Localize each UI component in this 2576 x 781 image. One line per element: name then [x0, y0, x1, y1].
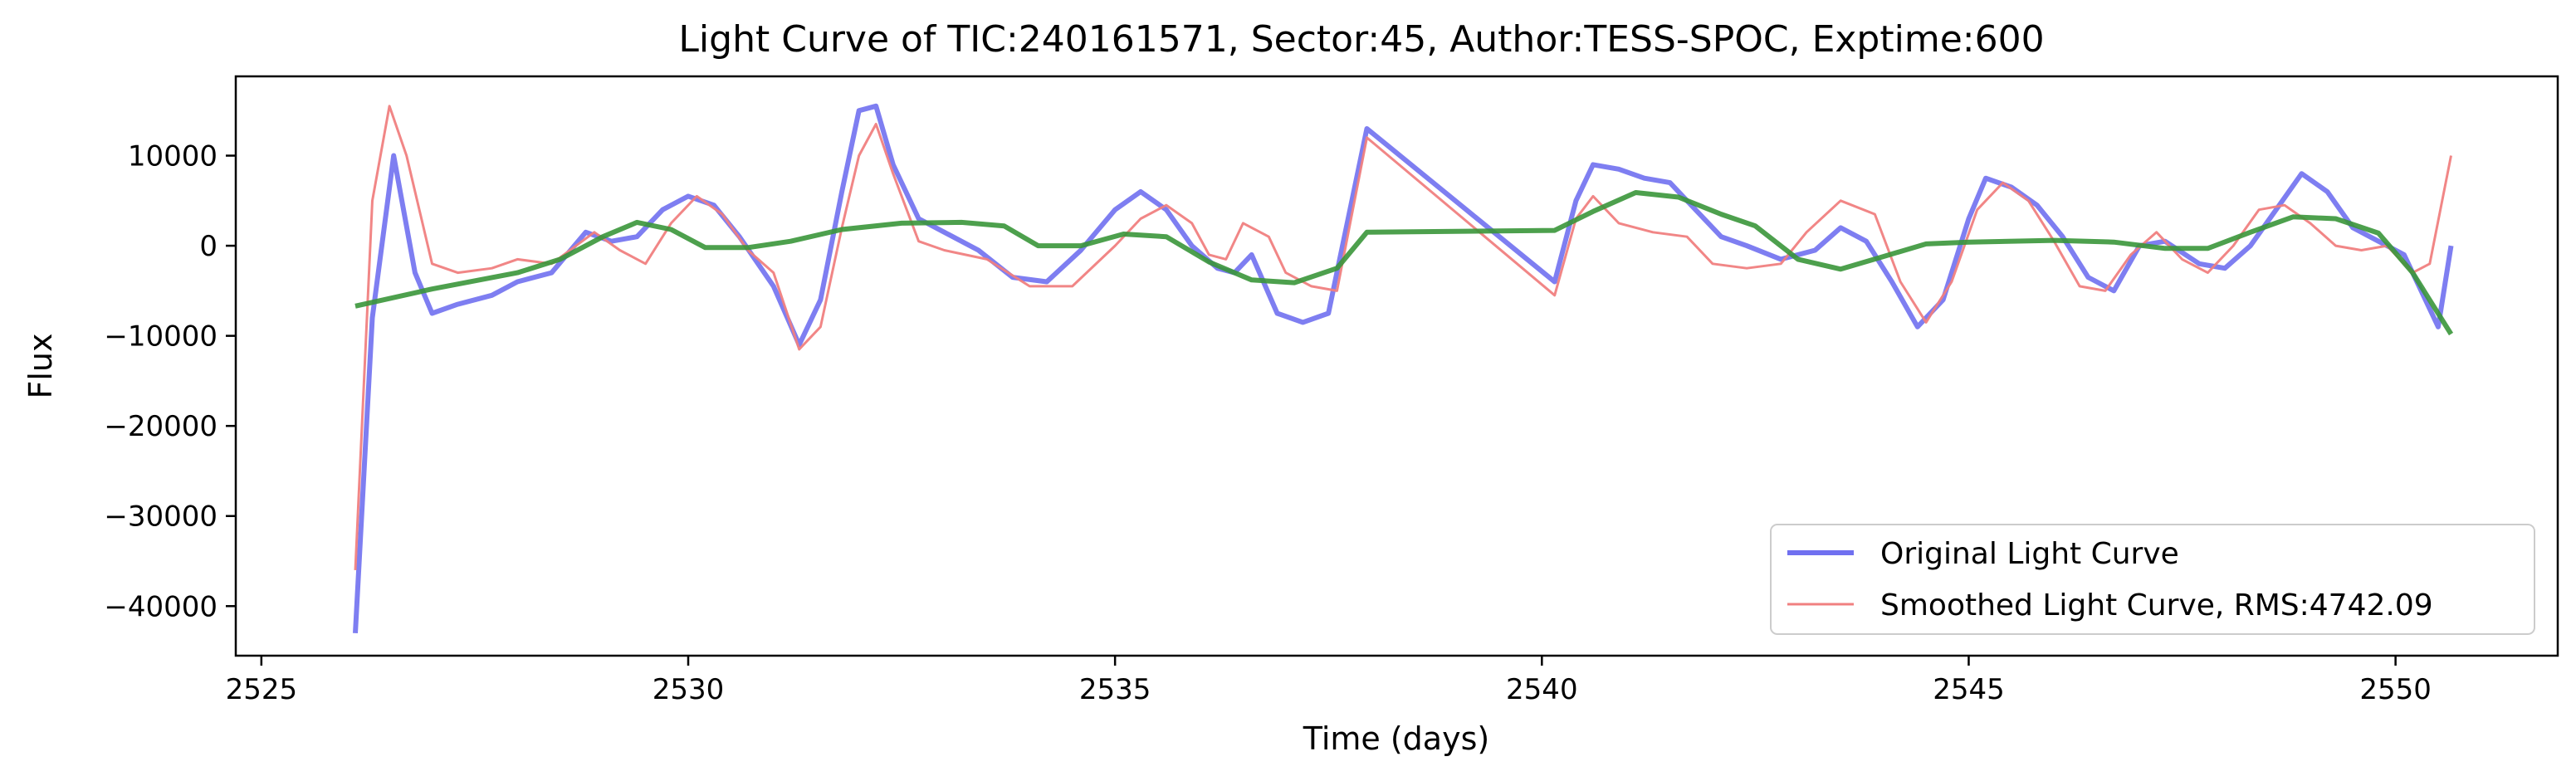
y-tick-label: −30000: [104, 500, 218, 534]
y-tick-label: 0: [199, 230, 218, 263]
x-tick-label: 2530: [653, 673, 725, 706]
y-tick-label: −20000: [104, 410, 218, 443]
y-axis: 10000 0 −10000 −20000 −30000 −40000: [104, 140, 236, 623]
y-tick-label: −10000: [104, 320, 218, 354]
trend-line: [354, 190, 2454, 336]
x-tick-label: 2550: [2359, 673, 2432, 706]
series-layer: [353, 103, 2454, 634]
x-tick-label: 2535: [1079, 673, 1151, 706]
legend-label-smoothed: Smoothed Light Curve, RMS:4742.09: [1880, 588, 2433, 622]
x-axis: 2525 2530 2535 2540 2545 2550: [226, 656, 2432, 706]
x-tick-label: 2545: [1933, 673, 2005, 706]
axes-frame: [234, 75, 2559, 657]
y-tick-label: 10000: [128, 140, 218, 173]
x-axis-label: Time (days): [1303, 720, 1489, 757]
y-axis-label: Flux: [22, 334, 59, 399]
plot-area: [234, 75, 2559, 657]
smoothed-light-curve-line: [354, 105, 2452, 570]
x-tick-label: 2540: [1506, 673, 1578, 706]
x-tick-label: 2525: [226, 673, 298, 706]
legend: Original Light Curve Smoothed Light Curv…: [1770, 524, 2535, 635]
y-tick-label: −40000: [104, 590, 218, 623]
legend-label-original: Original Light Curve: [1880, 537, 2179, 571]
chart-title: Light Curve of TIC:240161571, Sector:45,…: [678, 18, 2044, 61]
legend-box: [1770, 524, 2535, 635]
